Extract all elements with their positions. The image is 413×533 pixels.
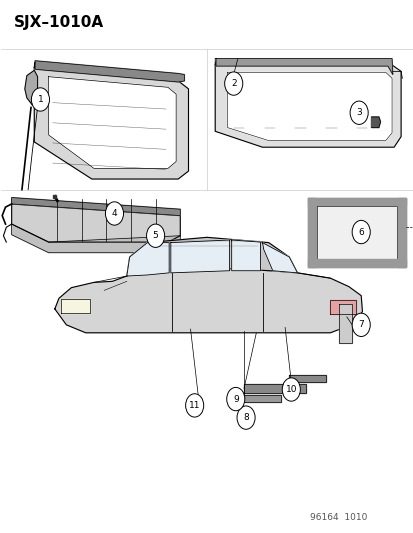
Polygon shape: [227, 72, 391, 140]
Polygon shape: [231, 240, 260, 271]
Polygon shape: [339, 304, 351, 343]
Polygon shape: [34, 68, 188, 179]
Text: 7: 7: [358, 320, 363, 329]
Text: SJX–1010A: SJX–1010A: [14, 14, 104, 30]
Text: 3: 3: [356, 108, 361, 117]
Text: 6: 6: [358, 228, 363, 237]
Polygon shape: [53, 196, 56, 198]
Circle shape: [105, 202, 123, 225]
Circle shape: [351, 313, 369, 336]
Circle shape: [146, 224, 164, 247]
Text: 96164  1010: 96164 1010: [309, 513, 366, 522]
Polygon shape: [289, 375, 325, 382]
Polygon shape: [307, 198, 406, 205]
Text: 11: 11: [188, 401, 200, 410]
Polygon shape: [12, 198, 180, 216]
Polygon shape: [25, 70, 38, 105]
Text: 10: 10: [285, 385, 297, 394]
Circle shape: [224, 72, 242, 95]
Polygon shape: [126, 237, 297, 276]
Polygon shape: [12, 224, 180, 253]
Circle shape: [349, 101, 367, 124]
Text: 9: 9: [233, 394, 238, 403]
Polygon shape: [171, 240, 229, 273]
Circle shape: [226, 387, 244, 411]
Circle shape: [282, 378, 299, 401]
Polygon shape: [243, 395, 280, 402]
Circle shape: [185, 394, 203, 417]
Polygon shape: [126, 243, 169, 276]
Polygon shape: [49, 77, 176, 168]
Polygon shape: [307, 198, 406, 266]
Text: 8: 8: [242, 413, 248, 422]
Polygon shape: [262, 243, 297, 273]
Polygon shape: [243, 384, 305, 393]
Polygon shape: [12, 204, 180, 242]
Polygon shape: [34, 61, 184, 82]
Polygon shape: [307, 198, 315, 266]
Polygon shape: [370, 117, 380, 127]
Circle shape: [237, 406, 254, 429]
Polygon shape: [330, 301, 355, 314]
Polygon shape: [307, 259, 406, 266]
Circle shape: [351, 220, 369, 244]
Polygon shape: [215, 59, 392, 75]
Text: 2: 2: [230, 79, 236, 88]
Text: 5: 5: [152, 231, 158, 240]
Polygon shape: [55, 268, 361, 333]
Circle shape: [31, 88, 50, 111]
Polygon shape: [397, 198, 406, 266]
Text: 1: 1: [38, 95, 43, 104]
Polygon shape: [61, 300, 90, 313]
Polygon shape: [316, 206, 396, 259]
Text: 4: 4: [112, 209, 117, 218]
Polygon shape: [215, 65, 400, 147]
